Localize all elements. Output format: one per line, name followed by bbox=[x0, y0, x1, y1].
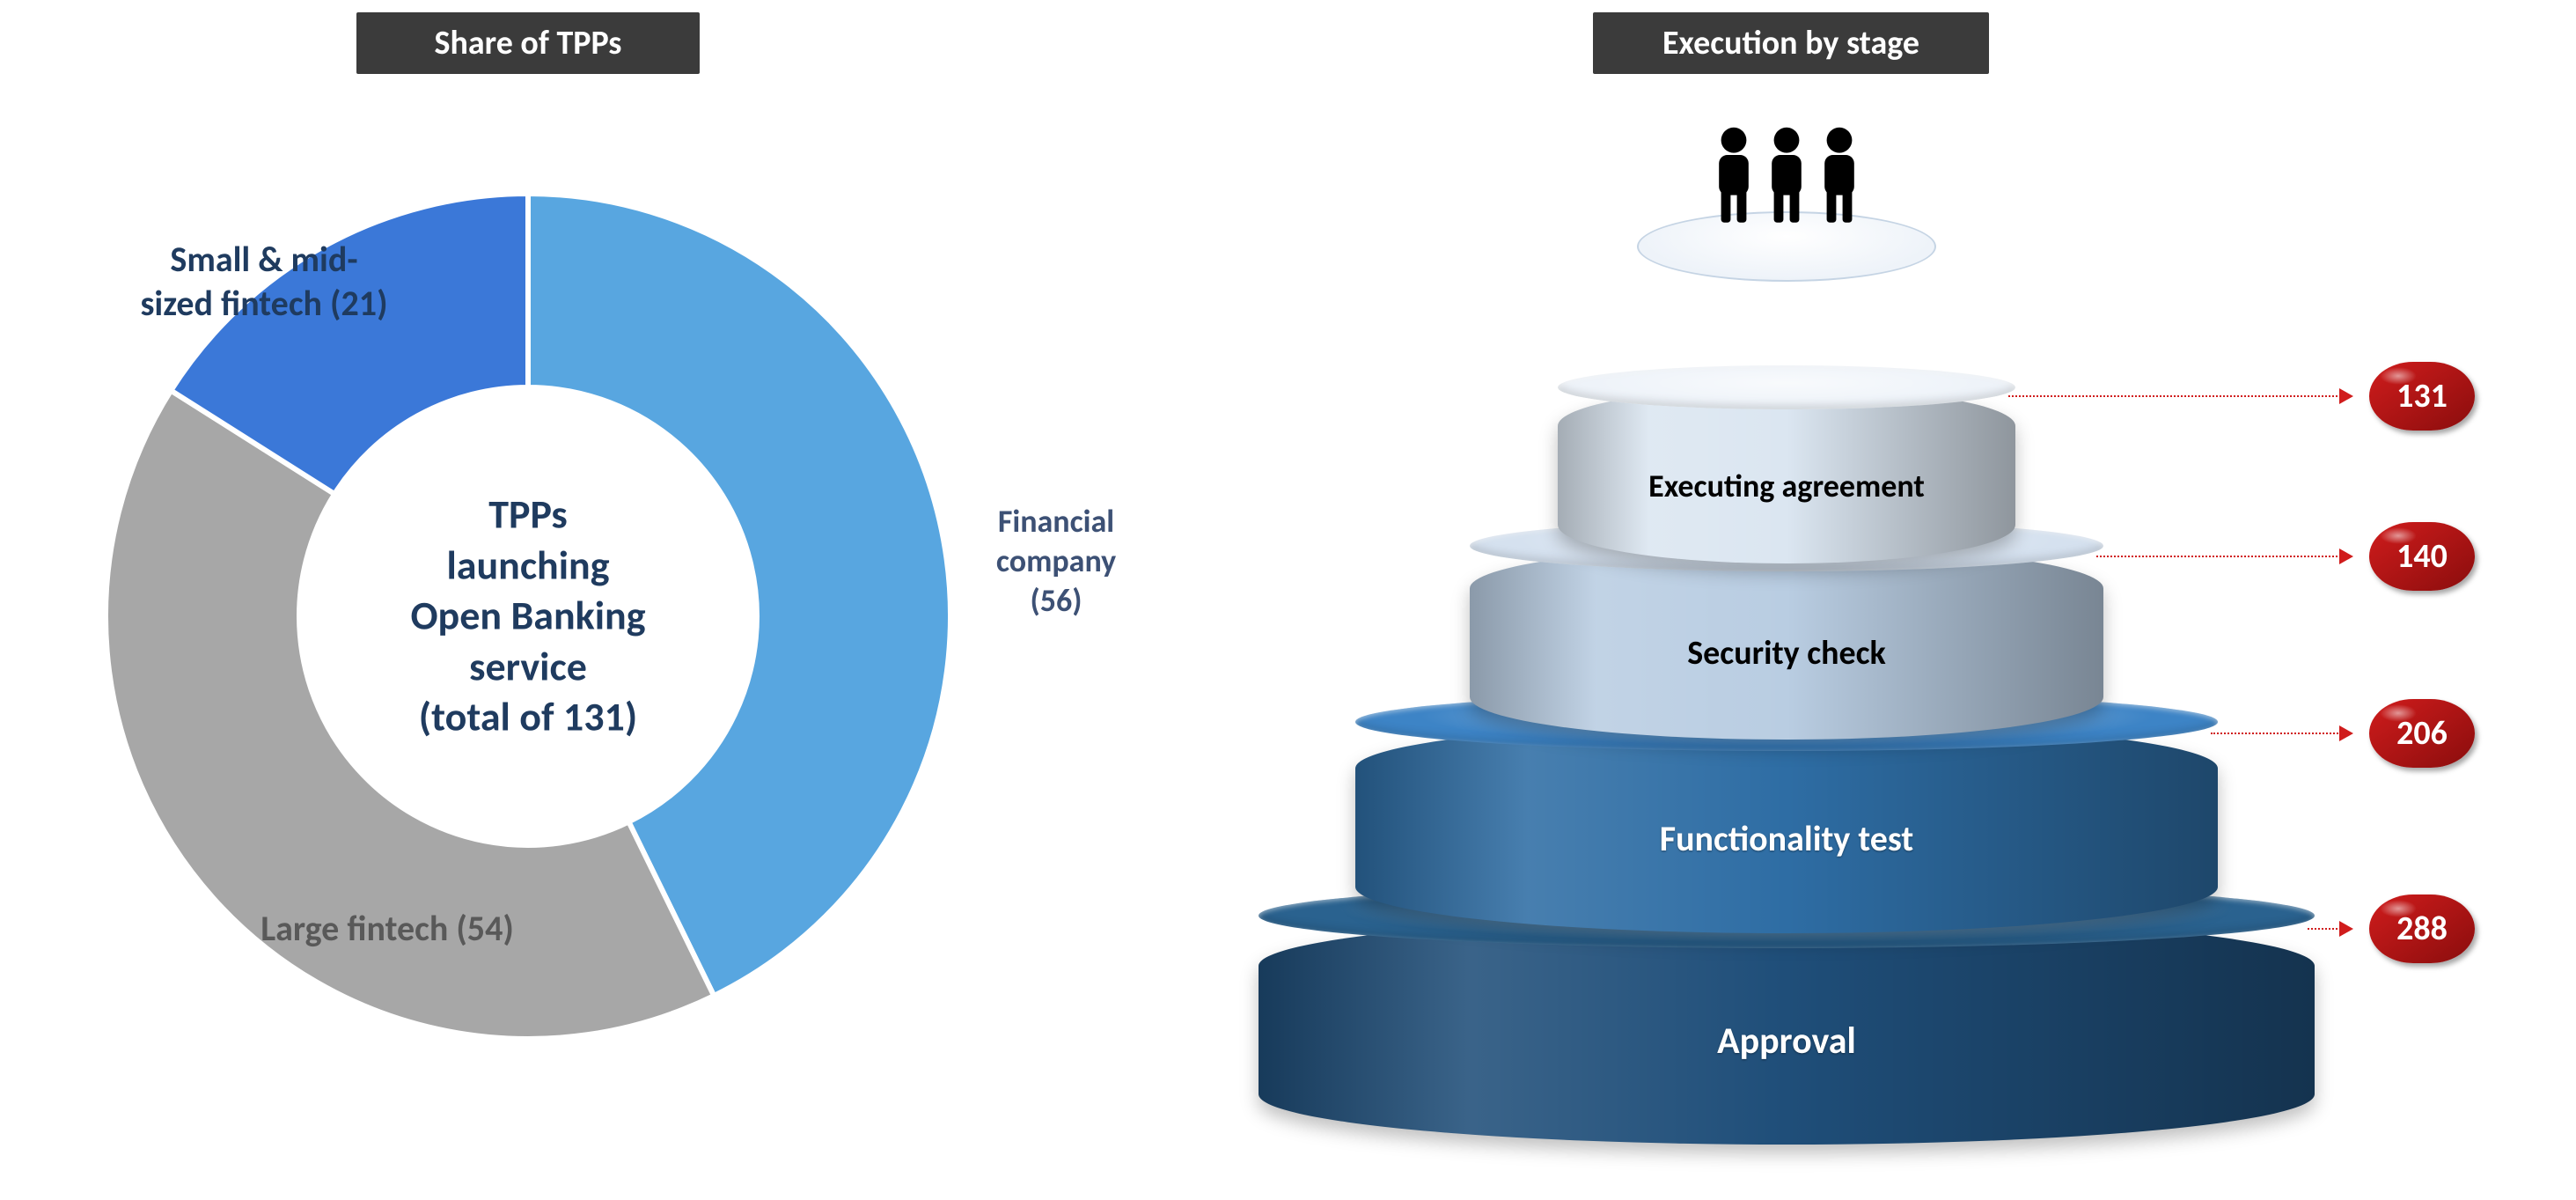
share-of-tpps-title: Share of TPPs bbox=[356, 12, 700, 74]
donut-slice-label-1: Large fintech (54) bbox=[202, 907, 572, 951]
pyramid-badge-value-3: 131 bbox=[2369, 362, 2475, 431]
pyramid-tier-0: Approval bbox=[1259, 916, 2315, 1145]
pyramid-tier-label-2: Security check bbox=[1687, 633, 1886, 674]
pyramid-tier-1: Functionality test bbox=[1355, 722, 2218, 933]
execution-by-stage-title: Execution by stage bbox=[1593, 12, 1989, 74]
pyramid-badge-0: 288 bbox=[2308, 894, 2475, 963]
pyramid-tier-2: Security check bbox=[1470, 546, 2103, 740]
pyramid-tier-label-0: Approval bbox=[1717, 1019, 1856, 1064]
donut-slice-label-2: Small & mid-sized fintech (21) bbox=[106, 238, 422, 326]
pyramid-badge-value-1: 206 bbox=[2369, 699, 2475, 768]
pyramid-badge-2: 140 bbox=[2096, 522, 2475, 591]
pyramid-tier-label-3: Executing agreement bbox=[1648, 467, 1925, 505]
donut-center-label: TPPslaunchingOpen Bankingservice(total o… bbox=[308, 490, 748, 743]
pyramid-badge-value-2: 140 bbox=[2369, 522, 2475, 591]
pyramid-badge-1: 206 bbox=[2211, 699, 2475, 768]
donut-slice-label-0: Financialcompany(56) bbox=[959, 502, 1153, 621]
pyramid-tier-label-1: Functionality test bbox=[1660, 817, 1914, 860]
pyramid-tier-3: Executing agreement bbox=[1558, 387, 2015, 563]
pyramid-badge-value-0: 288 bbox=[2369, 894, 2475, 963]
people-icon bbox=[1702, 123, 1871, 233]
pyramid-badge-3: 131 bbox=[2008, 362, 2475, 431]
